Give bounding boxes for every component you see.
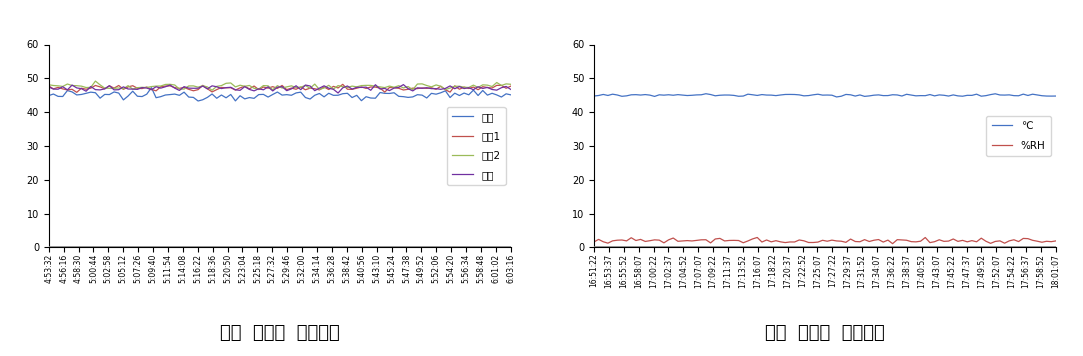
출구 xyxy=(477,86,490,90)
중간2 xyxy=(289,85,302,90)
Line: 출구: 출구 xyxy=(49,85,511,93)
중간2 xyxy=(491,80,504,85)
출구 xyxy=(505,87,518,91)
중간1 xyxy=(154,85,167,89)
입구 xyxy=(477,88,490,93)
Line: %RH: %RH xyxy=(593,237,1056,244)
%RH xyxy=(1021,236,1034,241)
℃ xyxy=(1021,93,1034,98)
중간1 xyxy=(70,90,83,94)
%RH xyxy=(867,238,880,242)
℃ xyxy=(835,94,848,98)
입구 xyxy=(491,93,504,97)
%RH xyxy=(1049,239,1062,243)
℃ xyxy=(872,93,885,97)
중간1 xyxy=(477,84,490,89)
중간2 xyxy=(135,85,148,89)
℃ xyxy=(1049,94,1062,98)
%RH xyxy=(695,238,708,242)
입구 xyxy=(145,85,158,90)
중간2 xyxy=(327,87,340,91)
Line: 중간2: 중간2 xyxy=(49,81,511,90)
Text: 고내  위치별  온도변화: 고내 위치별 온도변화 xyxy=(220,324,340,342)
Legend: 입구, 중간1, 중간2, 출구: 입구, 중간1, 중간2, 출구 xyxy=(447,107,506,185)
입구 xyxy=(505,93,518,97)
중간1 xyxy=(285,86,298,90)
Line: 입구: 입구 xyxy=(49,88,511,101)
입구 xyxy=(192,99,205,103)
중간2 xyxy=(206,88,219,92)
입구 xyxy=(154,95,167,99)
출구 xyxy=(149,85,162,89)
℃ xyxy=(830,95,843,99)
%RH xyxy=(830,239,843,243)
입구 xyxy=(327,93,340,98)
중간2 xyxy=(89,79,102,83)
중간1 xyxy=(323,88,336,92)
출구 xyxy=(131,87,144,91)
℃ xyxy=(695,93,708,97)
Legend: ℃, %RH: ℃, %RH xyxy=(987,116,1051,156)
중간1 xyxy=(42,84,55,88)
출구 xyxy=(280,89,293,93)
중간1 xyxy=(505,84,518,88)
중간2 xyxy=(505,82,518,87)
Line: 중간1: 중간1 xyxy=(49,84,511,92)
Text: 고내  중심부  온도변화: 고내 중심부 온도변화 xyxy=(765,324,885,342)
Line: ℃: ℃ xyxy=(593,94,1056,97)
중간1 xyxy=(336,82,349,87)
출구 xyxy=(42,85,55,89)
%RH xyxy=(587,240,600,244)
입구 xyxy=(131,94,144,98)
℃ xyxy=(587,94,600,98)
입구 xyxy=(289,91,302,95)
%RH xyxy=(751,235,764,240)
입구 xyxy=(42,94,55,98)
%RH xyxy=(886,241,899,246)
%RH xyxy=(676,239,689,243)
출구 xyxy=(331,91,344,95)
%RH xyxy=(1035,240,1048,244)
중간2 xyxy=(154,84,167,88)
중간2 xyxy=(42,83,55,87)
출구 xyxy=(491,88,504,92)
℃ xyxy=(1035,94,1048,98)
출구 xyxy=(396,83,409,87)
℃ xyxy=(700,91,713,96)
중간2 xyxy=(477,83,490,87)
중간1 xyxy=(491,83,504,88)
℃ xyxy=(676,93,689,97)
중간1 xyxy=(135,87,148,91)
출구 xyxy=(317,84,330,88)
